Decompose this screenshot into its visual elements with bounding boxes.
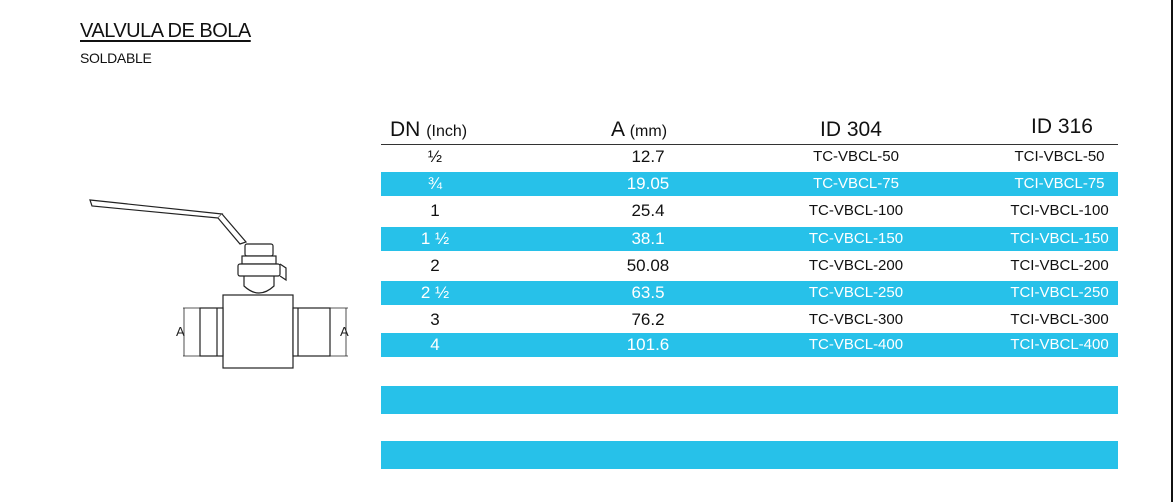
cell-id316: TCI-VBCL-400 bbox=[1010, 336, 1109, 353]
cell-id304: TC-VBCL-150 bbox=[808, 230, 904, 247]
table-row: 2 ½ 63.5 TC-VBCL-250 TCI-VBCL-250 bbox=[381, 281, 1118, 305]
ball-valve-diagram: A A bbox=[89, 199, 349, 369]
table-row: 1 ½ 38.1 TC-VBCL-150 TCI-VBCL-150 bbox=[381, 227, 1118, 251]
cell-dn: 2 ½ bbox=[420, 283, 450, 302]
cell-id304: TC-VBCL-75 bbox=[813, 175, 899, 192]
column-header-a-unit: (mm) bbox=[629, 123, 668, 140]
page-subtitle: SOLDABLE bbox=[80, 50, 152, 66]
cell-id316: TCI-VBCL-75 bbox=[1014, 175, 1105, 192]
table-row: ¾ 19.05 TC-VBCL-75 TCI-VBCL-75 bbox=[381, 172, 1118, 196]
column-header-a-main: A bbox=[611, 118, 624, 141]
column-header-id316: ID 316 bbox=[1031, 115, 1093, 139]
table-row: 3 76.2 TC-VBCL-300 TCI-VBCL-300 bbox=[381, 308, 1118, 332]
cell-a: 63.5 bbox=[631, 283, 665, 302]
table-row: 2 50.08 TC-VBCL-200 TCI-VBCL-200 bbox=[381, 254, 1118, 278]
dimension-label-left: A bbox=[176, 324, 185, 339]
empty-band bbox=[381, 441, 1118, 469]
cell-a: 38.1 bbox=[631, 229, 665, 248]
cell-a: 25.4 bbox=[631, 201, 665, 220]
column-header-id316-main: ID 316 bbox=[1031, 115, 1093, 138]
table-row: ½ 12.7 TC-VBCL-50 TCI-VBCL-50 bbox=[381, 145, 1118, 169]
cell-id304: TC-VBCL-100 bbox=[808, 202, 904, 219]
cell-dn: 1 bbox=[430, 201, 440, 220]
header-divider bbox=[381, 144, 1118, 145]
column-header-dn-unit: (Inch) bbox=[426, 123, 468, 140]
column-header-a: A (mm) bbox=[611, 118, 667, 142]
cell-id304: TC-VBCL-50 bbox=[813, 148, 899, 165]
column-header-id304-main: ID 304 bbox=[820, 118, 882, 141]
cell-id316: TCI-VBCL-50 bbox=[1014, 148, 1105, 165]
cell-id304: TC-VBCL-400 bbox=[808, 336, 904, 353]
cell-dn: ½ bbox=[427, 147, 443, 166]
table-row: 4 101.6 TC-VBCL-400 TCI-VBCL-400 bbox=[381, 333, 1118, 357]
cell-id316: TCI-VBCL-200 bbox=[1010, 257, 1109, 274]
dimension-label-right: A bbox=[340, 324, 349, 339]
cell-a: 101.6 bbox=[626, 335, 670, 354]
cell-id316: TCI-VBCL-300 bbox=[1010, 311, 1109, 328]
cell-dn: 2 bbox=[430, 256, 440, 275]
cell-a: 50.08 bbox=[626, 256, 670, 275]
cell-a: 19.05 bbox=[626, 174, 670, 193]
cell-dn: 4 bbox=[430, 335, 440, 354]
cell-id316: TCI-VBCL-150 bbox=[1010, 230, 1109, 247]
cell-dn: ¾ bbox=[427, 174, 443, 193]
page-border bbox=[1171, 0, 1173, 502]
cell-id304: TC-VBCL-200 bbox=[808, 257, 904, 274]
empty-band bbox=[381, 386, 1118, 414]
column-header-dn-main: DN bbox=[390, 118, 421, 141]
cell-id304: TC-VBCL-300 bbox=[808, 311, 904, 328]
column-header-id304: ID 304 bbox=[820, 118, 882, 142]
cell-id316: TCI-VBCL-100 bbox=[1010, 202, 1109, 219]
cell-a: 12.7 bbox=[631, 147, 665, 166]
cell-a: 76.2 bbox=[631, 310, 665, 329]
cell-dn: 3 bbox=[430, 310, 440, 329]
column-header-dn: DN (Inch) bbox=[390, 118, 467, 142]
table-row: 1 25.4 TC-VBCL-100 TCI-VBCL-100 bbox=[381, 199, 1118, 223]
page-title: VALVULA DE BOLA bbox=[80, 20, 251, 43]
cell-id316: TCI-VBCL-250 bbox=[1010, 284, 1109, 301]
title-underlined: VALVULA DE BOLA bbox=[80, 20, 251, 42]
cell-dn: 1 ½ bbox=[420, 229, 450, 248]
cell-id304: TC-VBCL-250 bbox=[808, 284, 904, 301]
